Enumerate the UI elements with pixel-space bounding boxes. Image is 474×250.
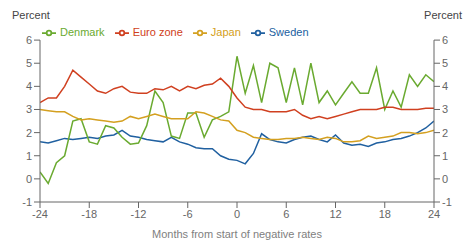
svg-text:1: 1 [26, 150, 32, 162]
svg-text:2: 2 [26, 127, 32, 139]
svg-text:0: 0 [442, 173, 448, 185]
svg-text:5: 5 [442, 57, 448, 69]
html-text:Euro zone: Euro zone [132, 26, 183, 38]
svg-text:6: 6 [26, 34, 32, 46]
svg-text:-12: -12 [131, 208, 147, 220]
svg-text:6: 6 [283, 208, 289, 220]
html-text:Denmark: Denmark [60, 26, 105, 38]
svg-text:3: 3 [26, 103, 32, 115]
svg-text:-1: -1 [442, 196, 452, 208]
svg-text:6: 6 [442, 34, 448, 46]
svg-text:Months from start of negative: Months from start of negative rates [152, 228, 322, 240]
svg-text:12: 12 [329, 208, 341, 220]
html-text:Percent: Percent [424, 9, 462, 21]
svg-text:-6: -6 [183, 208, 193, 220]
svg-text:-1: -1 [22, 196, 32, 208]
svg-text:0: 0 [234, 208, 240, 220]
svg-text:24: 24 [428, 208, 440, 220]
html-text:Percent: Percent [12, 9, 50, 21]
html-text:Sweden: Sweden [268, 26, 309, 38]
svg-text:-18: -18 [81, 208, 97, 220]
svg-text:4: 4 [26, 80, 32, 92]
svg-text:4: 4 [442, 80, 448, 92]
svg-text:5: 5 [26, 57, 32, 69]
svg-text:3: 3 [442, 103, 448, 115]
svg-text:2: 2 [442, 127, 448, 139]
svg-text:-24: -24 [32, 208, 48, 220]
svg-text:18: 18 [379, 208, 391, 220]
svg-text:0: 0 [26, 173, 32, 185]
html-text:Japan: Japan [210, 26, 241, 38]
svg-text:1: 1 [442, 150, 448, 162]
